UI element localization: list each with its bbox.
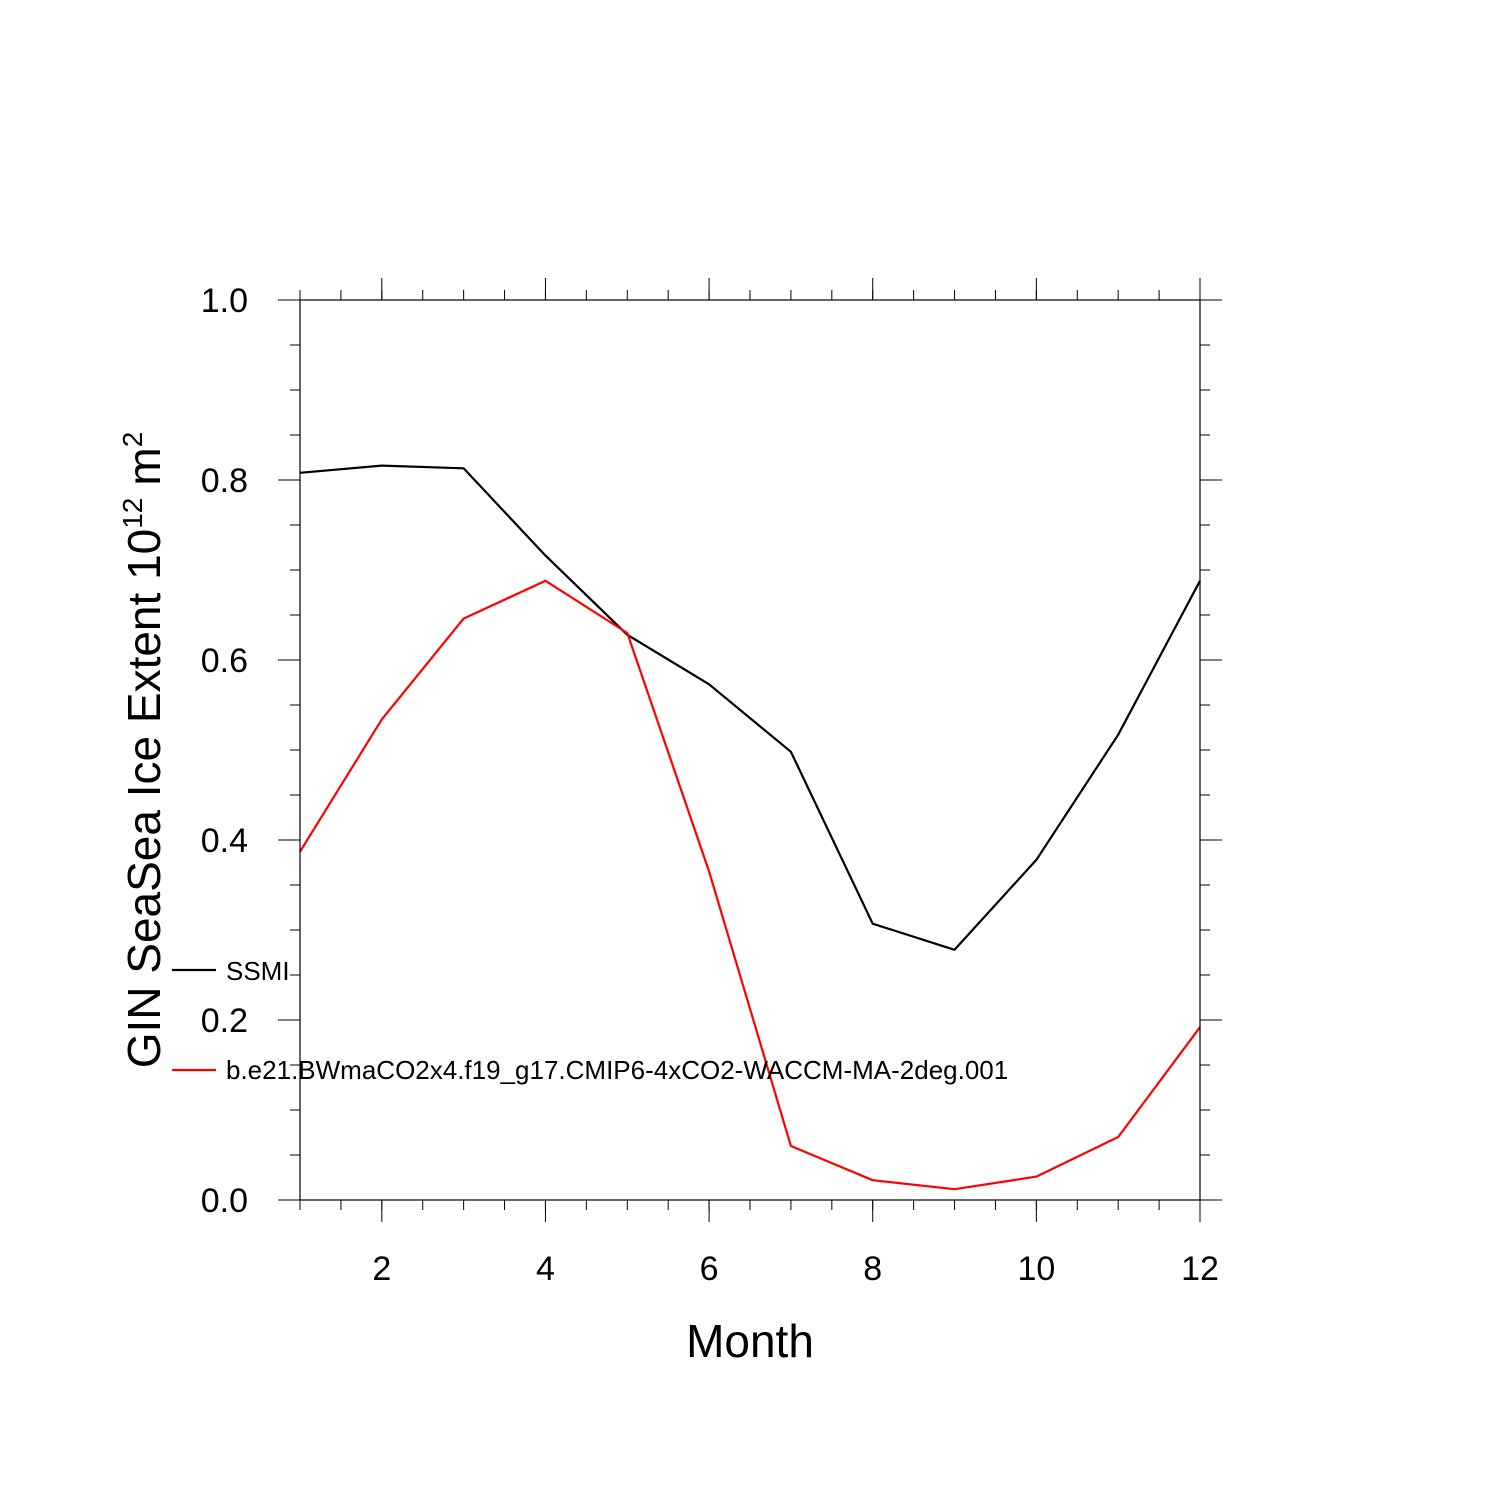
y-tick-label: 0.6 [201,642,248,680]
x-tick-label: 10 [1017,1250,1055,1288]
series-line-model [299,579,1201,1191]
series-lines [299,464,1201,1191]
y-tick-label: 0.8 [201,462,248,500]
series-line-ssmi [299,464,1201,951]
y-tick-label: 0.4 [201,822,248,860]
plot-frame [299,299,1201,1201]
y-axis-title-unit-exponent: 2 [117,432,148,448]
legend-label-model: b.e21.BWmaCO2x4.f19_g17.CMIP6-4xCO2-WACC… [226,1055,1008,1085]
y-axis-title-exponent: 12 [117,498,148,529]
y-axis-title-main: GIN SeaSea Ice Extent 10 [118,529,170,1069]
x-axis-title: Month [686,1315,814,1367]
x-tick-label: 2 [372,1250,391,1288]
legend-label-ssmi: SSMI [226,956,290,986]
major-ticks [278,278,1222,1222]
tick-labels: 2 4 6 8 10 12 0.0 0.2 0.4 0.6 0.8 1.0 [201,282,1219,1288]
x-tick-label: 12 [1181,1250,1219,1288]
legend: SSMI b.e21.BWmaCO2x4.f19_g17.CMIP6-4xCO2… [172,956,1008,1085]
x-tick-label: 8 [863,1250,882,1288]
y-tick-label: 1.0 [201,282,248,320]
x-tick-label: 6 [700,1250,719,1288]
y-axis-title-unit: m [118,447,170,485]
y-tick-label: 0.0 [201,1182,248,1220]
x-tick-label: 4 [536,1250,555,1288]
y-tick-label: 0.2 [201,1002,248,1040]
y-axis-title: GIN SeaSea Ice Extent 1012 m2 [117,432,170,1069]
